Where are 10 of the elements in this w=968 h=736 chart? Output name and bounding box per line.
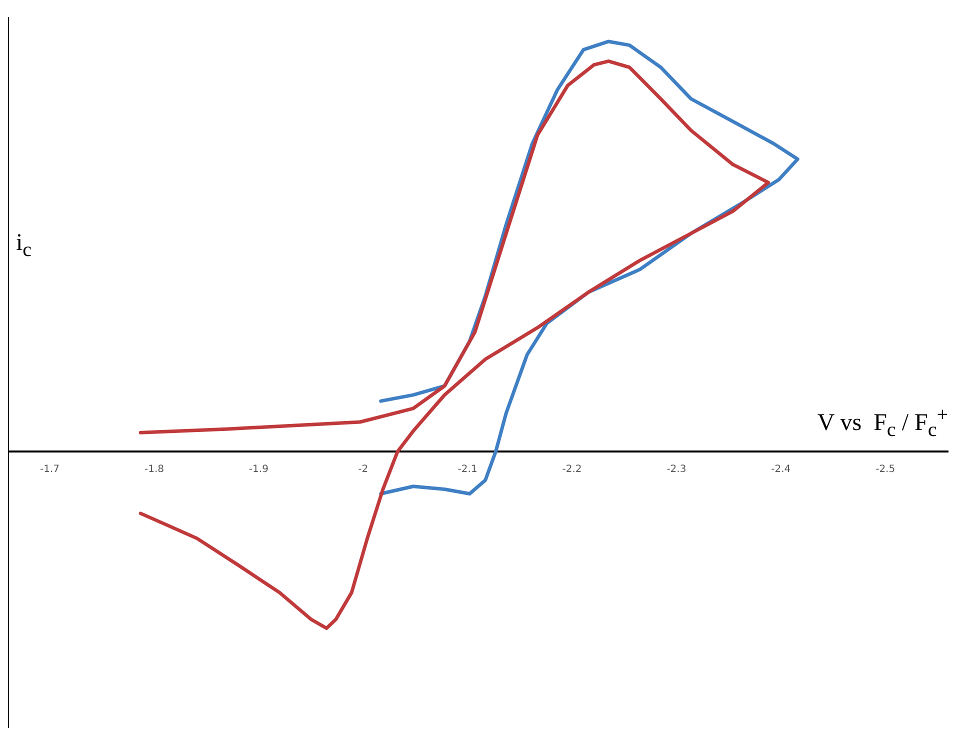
x-tick-label: -1.9	[248, 464, 268, 476]
x-tick-label: -2	[358, 464, 368, 476]
x-tick-label: -2.5	[876, 464, 896, 476]
x-tick-label: -1.8	[144, 464, 164, 476]
x-tick-label: -2.1	[458, 464, 478, 476]
x-tick-label: -2.4	[771, 464, 791, 476]
x-tick-label: -2.2	[562, 464, 582, 476]
x-tick-label: -2.3	[666, 464, 686, 476]
x-tick-label: -1.7	[40, 464, 60, 476]
y-axis-title: i$_{c}$	[16, 230, 32, 262]
